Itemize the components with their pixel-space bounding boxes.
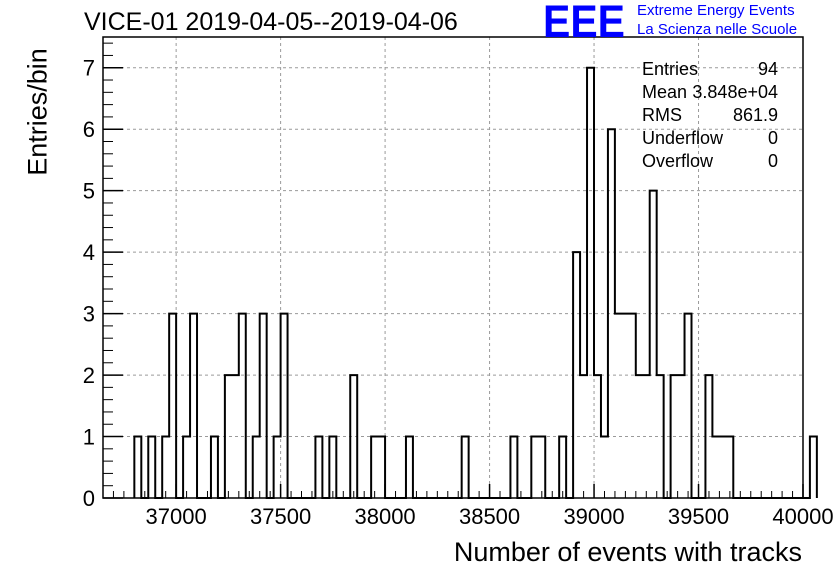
y-tick-label: 6 [83,117,95,142]
stat-value: 0 [767,151,778,171]
histogram-bin [260,314,267,498]
histogram-bin [685,314,692,498]
y-axis-ticks: 0 1 2 3 4 5 6 7 [83,42,123,511]
logo-line-2: La Scienza nelle Scuole [637,21,798,38]
histogram-bin [462,437,469,498]
x-axis-ticks: 37000 37500 38000 38500 39000 39500 40000 [102,484,834,529]
histogram-bin [274,437,281,498]
histogram-bin [538,437,545,498]
stat-label: Entries [642,59,699,79]
logo-line-1: Extreme Energy Events [637,2,795,19]
histogram-bin [211,437,218,498]
histogram-bin [183,437,190,498]
histogram-bin [719,437,726,498]
histogram-bin [162,437,169,498]
x-tick-label: 37000 [146,504,207,529]
x-axis-label: Number of events with tracks [453,537,802,567]
histogram-bin [531,437,538,498]
x-tick-label: 39500 [668,504,729,529]
stat-overflow: Overflow 0 [642,150,778,173]
histogram-bin [148,437,155,498]
y-tick-label: 7 [83,56,95,81]
histogram-bin [712,437,719,498]
stats-box: Entries 94 Mean 3.848e+04 RMS 861.9 Unde… [642,58,778,173]
histogram-bin [629,314,636,498]
histogram-bin [510,437,517,498]
y-tick-label: 1 [83,425,95,450]
stat-value: 3.848e+04 [692,82,778,102]
histogram-bin [190,314,197,498]
logo-caption: Extreme Energy Events La Scienza nelle S… [637,1,797,39]
stat-mean: Mean 3.848e+04 [642,81,778,104]
stat-underflow: Underflow 0 [642,127,778,150]
x-tick-label: 39000 [563,504,624,529]
histogram-bin [371,437,378,498]
stat-label: Underflow [642,128,724,148]
x-tick-label: 37500 [250,504,311,529]
histogram-bin [329,437,336,498]
stat-value: 0 [767,128,778,148]
y-tick-label: 4 [83,240,95,265]
histogram-bin [622,314,629,498]
histogram-bin [406,437,413,498]
histogram-bin [169,314,176,498]
y-tick-label: 0 [83,486,95,511]
y-axis-label: Entries/bin [22,48,53,176]
stat-rms: RMS 861.9 [642,104,778,127]
stat-label: Overflow [642,151,714,171]
y-tick-label: 5 [83,179,95,204]
y-tick-label: 2 [83,363,95,388]
histogram-bin [650,191,657,498]
y-tick-label: 3 [83,302,95,327]
histogram-bin [281,314,288,498]
histogram-bin [615,314,622,498]
histogram-bin [810,437,817,498]
histogram-bin [587,68,594,498]
histogram-bin [601,437,608,498]
stat-entries: Entries 94 [642,58,778,81]
histogram-bin [378,437,385,498]
histogram-bin [315,437,322,498]
x-tick-label: 40000 [772,504,833,529]
stat-label: Mean [642,82,688,102]
x-tick-label: 38500 [459,504,520,529]
eee-logo: EEE [543,1,625,41]
stat-label: RMS [642,105,682,125]
plot-frame [102,36,804,499]
x-tick-label: 38000 [354,504,415,529]
stat-value: 94 [757,59,778,79]
histogram-bin [559,437,566,498]
histogram-bin [253,437,260,498]
logo-mark: EEE [543,1,625,41]
histogram-bin [239,314,246,498]
stat-value: 861.9 [732,105,778,125]
chart-title: VICE-01 2019-04-05--2019-04-06 [84,8,458,36]
histogram-bin [134,437,141,498]
histogram-bin [726,437,733,498]
